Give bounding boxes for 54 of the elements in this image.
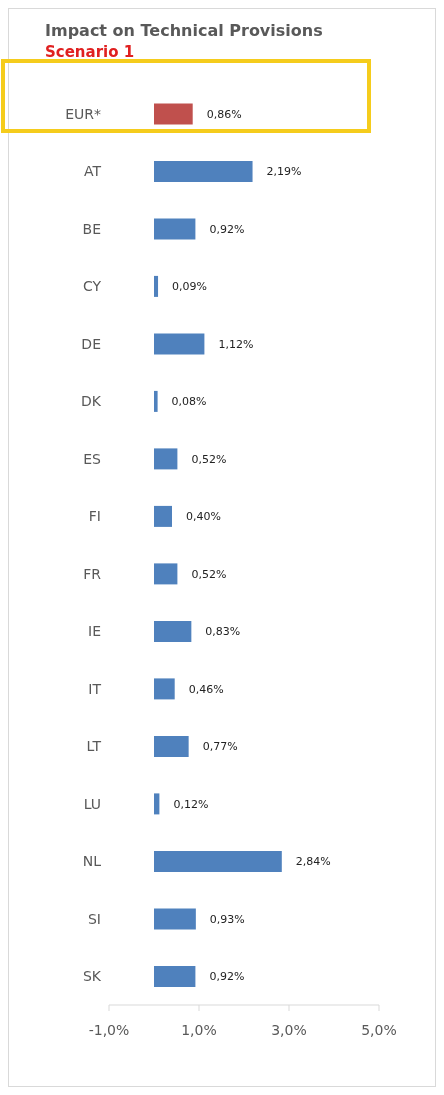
data-label: 0,46% bbox=[188, 682, 224, 696]
bar bbox=[154, 908, 196, 930]
bar bbox=[154, 448, 178, 470]
y-tick-label: LT bbox=[86, 738, 102, 755]
data-label: 0,52% bbox=[191, 452, 227, 466]
x-tick-label: 5,0% bbox=[361, 1021, 397, 1038]
data-label: 2,84% bbox=[295, 855, 331, 869]
y-tick-label: BE bbox=[82, 220, 101, 237]
data-label: 0,92% bbox=[209, 970, 245, 984]
y-tick-label: LU bbox=[83, 795, 101, 812]
y-tick-label: ES bbox=[83, 450, 102, 467]
bar bbox=[154, 563, 178, 585]
bar bbox=[154, 735, 189, 757]
bar bbox=[154, 793, 160, 815]
bar bbox=[154, 160, 253, 182]
bar bbox=[154, 965, 196, 987]
bar bbox=[154, 275, 159, 297]
y-tick-label: SK bbox=[82, 968, 102, 985]
x-tick-label: -1,0% bbox=[88, 1021, 130, 1038]
data-label: 0,52% bbox=[191, 567, 227, 581]
y-tick-label: DE bbox=[81, 335, 101, 352]
chart-title: Impact on Technical Provisions bbox=[45, 21, 323, 40]
data-label: 0,77% bbox=[202, 740, 238, 754]
bar bbox=[154, 218, 196, 240]
data-label: 0,12% bbox=[173, 797, 209, 811]
y-tick-label: CY bbox=[82, 278, 102, 295]
bar bbox=[154, 333, 205, 355]
y-tick-label: DK bbox=[81, 393, 102, 410]
bar bbox=[154, 505, 172, 527]
bar bbox=[154, 103, 193, 125]
y-tick-label: AT bbox=[83, 163, 102, 180]
y-tick-label: NL bbox=[82, 853, 102, 870]
bar bbox=[154, 850, 282, 872]
data-label: 0,09% bbox=[172, 280, 207, 294]
bar bbox=[154, 678, 175, 700]
bar bbox=[154, 390, 158, 412]
chart-subtitle: Scenario 1 bbox=[45, 43, 135, 61]
data-label: 0,86% bbox=[206, 107, 242, 121]
bar bbox=[154, 620, 192, 642]
y-tick-label: IE bbox=[88, 623, 101, 640]
data-label: 0,92% bbox=[209, 222, 245, 236]
y-tick-label: IT bbox=[88, 680, 102, 697]
data-label: 1,12% bbox=[218, 337, 254, 351]
data-label: 0,08% bbox=[171, 395, 207, 409]
data-label: 2,19% bbox=[266, 165, 302, 179]
y-tick-label: FI bbox=[88, 508, 101, 525]
data-label: 0,40% bbox=[186, 510, 221, 524]
y-tick-label: SI bbox=[87, 910, 101, 927]
data-label: 0,93% bbox=[209, 912, 245, 926]
y-tick-label: EUR* bbox=[65, 105, 101, 122]
x-tick-label: 3,0% bbox=[271, 1021, 307, 1038]
data-label: 0,83% bbox=[205, 625, 241, 639]
y-tick-label: FR bbox=[83, 565, 102, 582]
x-tick-label: 1,0% bbox=[181, 1021, 217, 1038]
